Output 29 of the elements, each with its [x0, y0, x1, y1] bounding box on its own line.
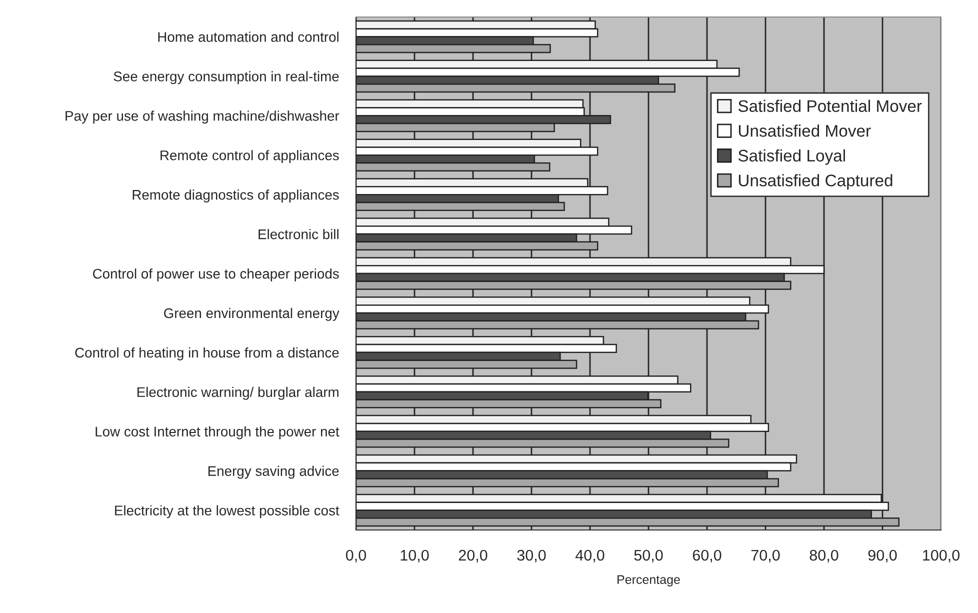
legend-label: Unsatisfied Mover — [738, 124, 871, 137]
x-tick-label: 10,0 — [400, 550, 429, 562]
legend-label: Satisfied Potential Mover — [738, 100, 922, 112]
x-tick-label: 0,0 — [346, 550, 366, 562]
y-tick-label: Home automation and control — [158, 32, 338, 42]
x-tick-label: 60,0 — [692, 550, 722, 562]
x-tick-label: 40,0 — [575, 550, 604, 562]
x-tick-label: 100,0 — [923, 550, 960, 562]
x-tick-label: 20,0 — [458, 550, 488, 562]
legend-label: Unsatisfied Captured — [738, 174, 892, 190]
y-tick-label: Pay per use of washing machine/dishwasher — [66, 110, 340, 124]
y-tick-label: Low cost Internet through the power net — [96, 426, 340, 440]
y-tick-label: Electricity at the lowest possible cost — [115, 505, 340, 518]
x-tick-label: 30,0 — [517, 550, 546, 562]
y-tick-label: Electronic bill — [258, 229, 338, 240]
x-axis-title: Percentage — [618, 575, 680, 586]
x-tick-label: 90,0 — [868, 550, 897, 562]
x-tick-label: 50,0 — [634, 550, 663, 562]
y-tick-label: Control of heating in house from a distance — [75, 347, 339, 360]
x-tick-label: 70,0 — [751, 550, 780, 562]
legend-label: Satisfied Loyal — [738, 149, 845, 165]
y-tick-label: Remote control of appliances — [160, 150, 339, 164]
x-tick-label: 80,0 — [810, 550, 838, 562]
y-tick-label: Energy saving advice — [208, 466, 339, 479]
y-tick-label: Control of power use to cheaper periods — [93, 268, 339, 282]
y-tick-label: Remote diagnostics of appliances — [132, 190, 339, 202]
y-tick-label: Electronic warning/ burglar alarm — [137, 386, 338, 400]
y-tick-label: See energy consumption in real-time — [114, 71, 339, 84]
y-tick-label: Green environmental energy — [164, 308, 340, 321]
